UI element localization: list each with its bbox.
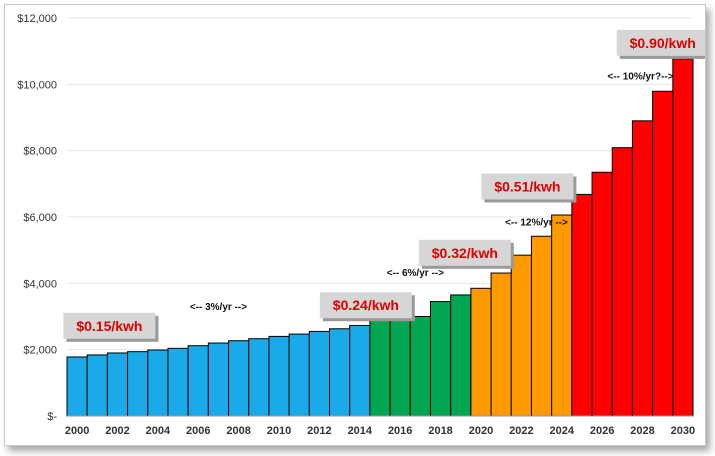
x-tick-label: 2026 [590, 425, 614, 437]
x-tick-label: 2012 [307, 425, 331, 437]
bar-2030 [672, 58, 694, 417]
bar-2003 [127, 351, 149, 417]
price-label-box [319, 292, 412, 319]
bar-2001 [86, 354, 108, 417]
bar-2022 [510, 254, 532, 417]
x-tick-label: 2008 [226, 425, 250, 437]
y-tick-label: $12,000 [17, 13, 57, 25]
rate-annotation: <-- 10%/yr?--> [607, 71, 673, 82]
bar-2020 [470, 287, 492, 417]
bar-2006 [187, 345, 209, 417]
y-tick-label: $- [47, 411, 57, 423]
bar-2024 [551, 214, 573, 417]
bar-2007 [207, 342, 230, 417]
price-label: $0.24/kwh [319, 292, 415, 322]
rate-annotation: <-- 3%/yr --> [190, 302, 247, 313]
x-tick-label: 2000 [65, 425, 89, 437]
bar-2011 [288, 333, 310, 417]
x-tick-label: 2010 [267, 425, 291, 437]
x-tick-label: 2022 [509, 425, 533, 437]
bar-chart: $- $2,000 $4,000 $6,000 $8,000 $10,000 $12,000… [17, 13, 705, 437]
bar-2026 [591, 171, 613, 417]
bar-2023 [530, 235, 553, 417]
bar-2002 [106, 352, 129, 417]
price-label-text: $0.24/kwh [333, 297, 399, 313]
bar-2009 [248, 338, 270, 417]
price-label-text: $0.51/kwh [494, 178, 560, 194]
price-label-text: $0.32/kwh [432, 245, 498, 261]
price-label-box [63, 312, 156, 339]
bars [66, 58, 694, 417]
bar-2015 [369, 319, 391, 417]
price-label-box [481, 173, 574, 200]
x-tick-label: 2014 [348, 425, 373, 437]
x-tick-label: 2006 [186, 425, 210, 437]
bar-2014 [349, 324, 371, 417]
x-tick-label: 2020 [469, 425, 493, 437]
rate-annotations: <-- 3%/yr --> <-- 6%/yr --> <-- 12%/yr -->… [190, 71, 674, 313]
y-tick-label: $8,000 [23, 146, 57, 158]
bar-2017 [409, 316, 431, 417]
price-label: $0.51/kwh [481, 173, 577, 203]
x-tick-label: 2024 [549, 425, 574, 437]
bar-2016 [389, 317, 411, 417]
bar-2028 [631, 120, 654, 417]
bar-2000 [66, 356, 88, 417]
chart-frame: $- $2,000 $4,000 $6,000 $8,000 $10,000 $12,000… [4, 4, 706, 446]
x-tick-label: 2016 [388, 425, 412, 437]
y-tick-label: $6,000 [23, 212, 57, 224]
rate-annotation: <-- 12%/yr --> [505, 217, 568, 228]
y-axis-ticks: $- $2,000 $4,000 $6,000 $8,000 $10,000 $12,000 [17, 13, 57, 423]
x-tick-label: 2002 [105, 425, 129, 437]
x-axis-ticks: 2000 2002 2004 2006 2008 2010 2012 2014 2016 2018… [65, 425, 695, 437]
rate-annotation: <-- 6%/yr --> [387, 268, 444, 279]
bar-2021 [490, 272, 512, 417]
bar-2008 [228, 340, 250, 417]
bar-2019 [450, 294, 472, 417]
bar-2005 [167, 347, 189, 417]
bar-2010 [268, 335, 290, 417]
bar-2013 [329, 328, 351, 417]
x-tick-label: 2030 [671, 425, 695, 437]
price-label: $0.90/kwh [616, 29, 705, 59]
y-tick-label: $2,000 [23, 345, 57, 357]
price-label-text: $0.15/kwh [76, 318, 142, 334]
price-label: $0.32/kwh [418, 239, 514, 269]
price-labels: $0.15/kwh $0.24/kwh $0.32/kwh $0.51/kwh $0.9… [63, 29, 705, 342]
x-tick-label: 2018 [428, 425, 452, 437]
x-tick-label: 2028 [630, 425, 654, 437]
bar-2012 [308, 330, 331, 417]
price-label-box [418, 239, 511, 266]
price-label-text: $0.90/kwh [630, 35, 696, 51]
bar-2004 [147, 349, 169, 417]
bar-2025 [571, 193, 593, 417]
y-tick-label: $10,000 [17, 79, 57, 91]
x-tick-label: 2004 [146, 425, 171, 437]
y-tick-label: $4,000 [23, 278, 57, 290]
price-label: $0.15/kwh [63, 312, 159, 342]
bar-2018 [429, 301, 452, 417]
bar-2027 [611, 147, 633, 417]
price-label-box [616, 29, 705, 56]
bar-2029 [652, 90, 674, 417]
